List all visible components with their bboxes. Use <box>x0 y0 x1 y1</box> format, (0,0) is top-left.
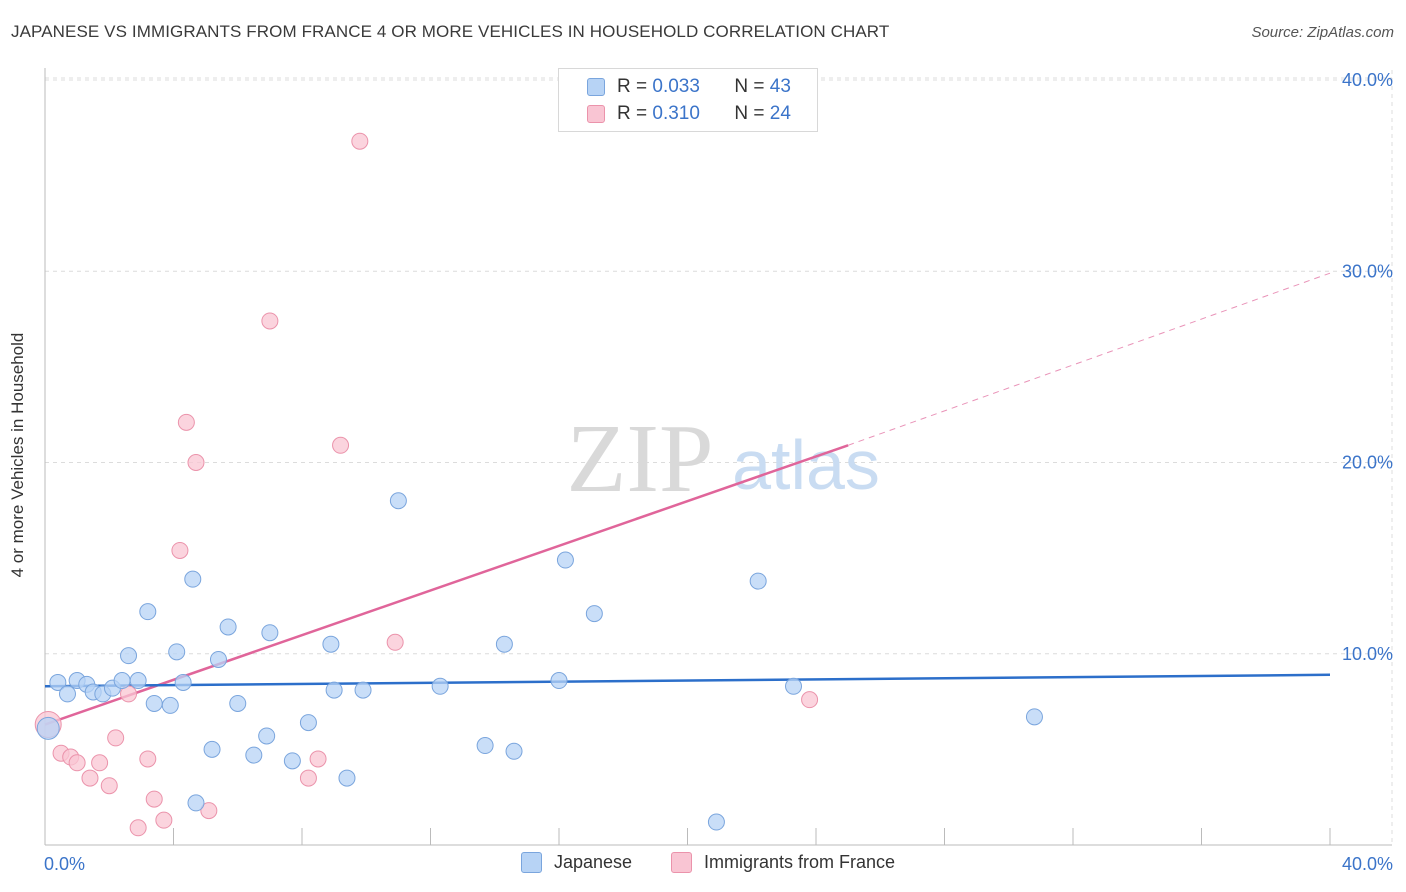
point-japanese <box>129 672 147 690</box>
point-japanese <box>389 492 407 510</box>
legend-swatch-france <box>587 105 605 123</box>
y-tick-label: 40.0% <box>1342 70 1393 90</box>
point-france <box>129 819 147 837</box>
y-tick-label: 10.0% <box>1342 644 1393 664</box>
watermark: ZIP atlas <box>567 405 880 513</box>
point-japanese <box>184 570 202 588</box>
point-japanese <box>139 603 157 621</box>
y-tick-label: 20.0% <box>1342 453 1393 473</box>
point-japanese <box>49 673 67 691</box>
point-france <box>299 769 317 787</box>
legend-n-value: 43 <box>769 76 791 97</box>
tick-labels: 10.0% 20.0% 30.0% 40.0% 0.0% 40.0% <box>44 70 1393 874</box>
point-france <box>200 802 218 820</box>
legend-n-value: 24 <box>769 103 791 124</box>
grid-lines <box>45 70 1393 845</box>
point-japanese <box>187 794 205 812</box>
bottom-legend-label-japanese: Japanese <box>554 852 633 872</box>
data-points <box>34 132 1043 837</box>
chart-title: JAPANESE VS IMMIGRANTS FROM FRANCE 4 OR … <box>11 22 890 41</box>
trend-line-france-dashed <box>847 272 1331 446</box>
point-france <box>171 541 189 559</box>
axes <box>44 68 1392 846</box>
point-japanese <box>229 694 247 712</box>
x-tick-label: 0.0% <box>44 854 85 874</box>
bottom-legend-swatch-france <box>671 852 692 873</box>
point-japanese <box>338 769 356 787</box>
legend-row-japanese: R = 0.033 N = 43 <box>587 76 791 98</box>
point-japanese <box>219 618 237 636</box>
point-japanese <box>58 685 76 703</box>
point-japanese <box>203 740 221 758</box>
legend-row-france: R = 0.310 N = 24 <box>587 103 791 125</box>
point-japanese <box>209 650 227 668</box>
point-japanese <box>354 681 372 699</box>
legend-n-label: N = <box>734 76 765 97</box>
point-japanese <box>258 727 276 745</box>
point-japanese <box>322 635 340 653</box>
point-france <box>68 754 86 772</box>
legend-r-value: 0.310 <box>652 103 700 124</box>
point-france <box>351 132 369 150</box>
point-france <box>332 436 350 454</box>
point-japanese <box>556 551 574 569</box>
point-japanese <box>36 716 60 740</box>
point-japanese <box>174 673 192 691</box>
bottom-legend-swatch-japanese <box>521 852 542 873</box>
point-japanese <box>785 677 803 695</box>
point-france <box>261 312 279 330</box>
point-japanese <box>283 752 301 770</box>
point-france <box>107 729 125 747</box>
point-france <box>139 750 157 768</box>
point-japanese <box>261 624 279 642</box>
point-japanese <box>1025 708 1043 726</box>
trend-line-japanese <box>44 673 1331 688</box>
point-france <box>100 777 118 795</box>
point-france <box>187 454 205 471</box>
point-japanese <box>707 813 725 831</box>
point-japanese <box>145 694 163 712</box>
point-france <box>81 769 99 787</box>
point-japanese <box>585 605 603 623</box>
point-japanese <box>431 677 449 695</box>
point-japanese <box>120 647 138 665</box>
bottom-legend-label-france: Immigrants from France <box>704 852 896 872</box>
point-japanese <box>299 714 317 732</box>
point-france <box>155 811 173 829</box>
point-japanese <box>505 742 523 760</box>
point-japanese <box>476 737 494 755</box>
legend-r-label: R = <box>617 76 648 97</box>
point-japanese <box>495 635 513 653</box>
point-france <box>145 790 163 808</box>
legend-swatch-japanese <box>587 78 605 96</box>
y-tick-label: 30.0% <box>1342 261 1393 281</box>
point-france <box>386 633 404 651</box>
point-japanese <box>245 746 263 764</box>
point-japanese <box>325 681 343 699</box>
x-tick-label: 40.0% <box>1342 854 1393 874</box>
point-france <box>801 691 819 709</box>
point-japanese <box>113 672 131 690</box>
bottom-legend-france: Immigrants from France <box>671 852 895 873</box>
point-japanese <box>168 643 186 661</box>
legend-r-value: 0.033 <box>652 76 700 97</box>
watermark-zip: ZIP <box>567 405 714 513</box>
point-japanese <box>161 696 179 714</box>
correlation-legend: R = 0.033 N = 43 R = 0.310 N = 24 <box>558 68 818 132</box>
legend-r-label: R = <box>617 103 648 124</box>
point-france <box>91 754 109 772</box>
source-label: Source: ZipAtlas.com <box>1251 24 1394 41</box>
point-japanese <box>550 672 568 690</box>
bottom-legend-japanese: Japanese <box>521 852 632 873</box>
point-france <box>177 413 195 431</box>
watermark-atlas: atlas <box>732 426 880 504</box>
legend-n-label: N = <box>734 103 765 124</box>
point-japanese <box>749 572 767 590</box>
point-france <box>309 750 327 768</box>
